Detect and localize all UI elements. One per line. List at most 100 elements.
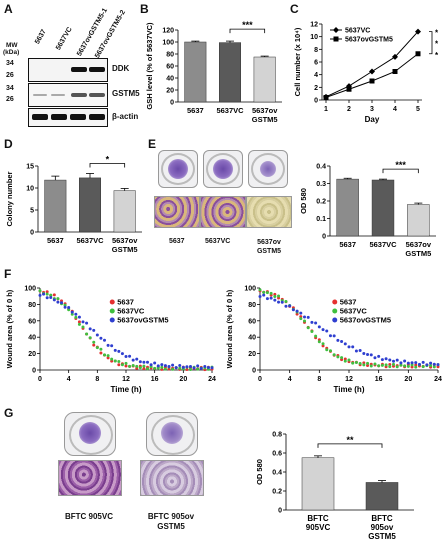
mw-title: MW [6, 42, 18, 49]
point-1 [67, 308, 71, 312]
point-1 [347, 358, 351, 362]
lane-label-2: 5637VC [55, 26, 74, 52]
point-0 [45, 290, 49, 294]
blot-ddk [28, 58, 108, 82]
point-1 [354, 361, 358, 365]
point-0 [295, 312, 299, 316]
y-tick-label: 0.4 [272, 470, 282, 477]
bar-2 [253, 56, 276, 103]
point-1 [303, 319, 306, 323]
y-axis-label: Wound area (% of 0 h) [5, 289, 14, 368]
bar-1 [371, 179, 395, 237]
point-1 [124, 361, 128, 365]
significance-mark-1: * [435, 40, 439, 49]
point-2 [351, 345, 355, 349]
x-tick-label-2: GSTM5 [405, 249, 431, 258]
point-2 [406, 361, 410, 365]
x-tick-label: 5 [416, 106, 420, 113]
point-2 [153, 361, 157, 365]
bar-2 [113, 190, 136, 233]
point-1 [336, 355, 340, 359]
point-2 [203, 364, 207, 368]
y-tick-label: 100 [162, 40, 174, 47]
dish-5637vc [203, 150, 243, 188]
point-1 [306, 326, 310, 330]
point-2 [131, 358, 135, 362]
point-2 [362, 351, 366, 355]
y-tick-label: 0.2 [272, 489, 282, 496]
chart-b-gsh-level: 0 20 40 60 80 100 120 GSH level (% of 5637VC) 56… [145, 20, 282, 124]
point-2 [142, 360, 146, 364]
legend-label-2: 5637ovGSTM5 [340, 316, 391, 325]
point-2 [206, 366, 210, 370]
x-tick-label: 1 [324, 106, 328, 113]
point-2 [410, 361, 414, 365]
x-axis-label: Time (h) [111, 385, 142, 394]
point-2 [299, 311, 303, 315]
panel-label-b: B [140, 2, 149, 16]
point-1 [399, 363, 403, 367]
point-2 [262, 293, 266, 297]
y-tick-label: 12 [310, 22, 318, 29]
point-1 [410, 363, 414, 367]
point-0 [124, 364, 128, 368]
point-2 [303, 315, 306, 319]
point-1 [38, 289, 42, 293]
point-2 [269, 296, 273, 300]
point-2 [60, 301, 63, 305]
point-0-2 [369, 68, 375, 75]
y-axis-label: Cell number (x 10⁴) [293, 27, 302, 96]
point-2 [417, 362, 421, 366]
significance-bracket [429, 31, 433, 55]
point-2 [343, 342, 347, 346]
point-1-2 [369, 78, 375, 84]
point-1 [49, 293, 53, 297]
y-tick-label: 2 [314, 85, 318, 92]
point-2 [189, 364, 192, 368]
point-2 [392, 359, 395, 363]
x-tick-label-1: BFTC [371, 514, 393, 523]
point-2 [258, 294, 262, 298]
legend-label-1: 5637ovGSTM5 [345, 37, 393, 44]
x-tick-label-2: GSTM5 [112, 245, 138, 254]
point-2 [373, 356, 377, 360]
point-2 [67, 305, 71, 309]
significance-mark-0: * [435, 29, 439, 38]
x-tick-label-1: GSTM5 [368, 532, 396, 541]
point-2 [328, 334, 332, 338]
x-tick-label-1: 5637VC [216, 106, 244, 115]
point-0 [317, 338, 321, 342]
point-1 [377, 364, 381, 368]
point-1 [351, 361, 355, 365]
panel-label-e: E [148, 137, 157, 151]
point-2 [295, 309, 299, 313]
point-2 [138, 360, 142, 364]
x-tick-label: 16 [375, 376, 383, 383]
dish-5637 [158, 150, 198, 188]
point-0 [185, 367, 189, 371]
micrograph-5637vc [200, 196, 246, 228]
point-2 [103, 338, 106, 342]
x-tick-label-1: 5637VC [369, 240, 397, 249]
point-2 [273, 298, 277, 302]
point-1 [392, 362, 395, 366]
x-tick-label: 24 [434, 376, 442, 383]
point-1 [332, 353, 336, 357]
point-1 [340, 356, 344, 360]
y-tick-label: 15 [26, 164, 34, 171]
point-0 [52, 293, 56, 297]
point-2 [199, 366, 203, 370]
y-tick-label: 6 [314, 60, 318, 67]
y-tick-label: 0 [30, 230, 34, 237]
g-label-bftc905vc: BFTC 905VC [64, 512, 113, 521]
point-1 [299, 317, 303, 321]
x-tick-label: 8 [317, 376, 321, 383]
point-2 [280, 300, 284, 304]
blot-label-ddk: DDK [112, 64, 130, 73]
marker-34-ddk: 34 [6, 60, 14, 67]
point-2 [160, 363, 164, 367]
significance-mark: * [106, 154, 110, 164]
e-label-5637vc: 5637VC [205, 238, 231, 245]
point-1 [265, 291, 269, 295]
